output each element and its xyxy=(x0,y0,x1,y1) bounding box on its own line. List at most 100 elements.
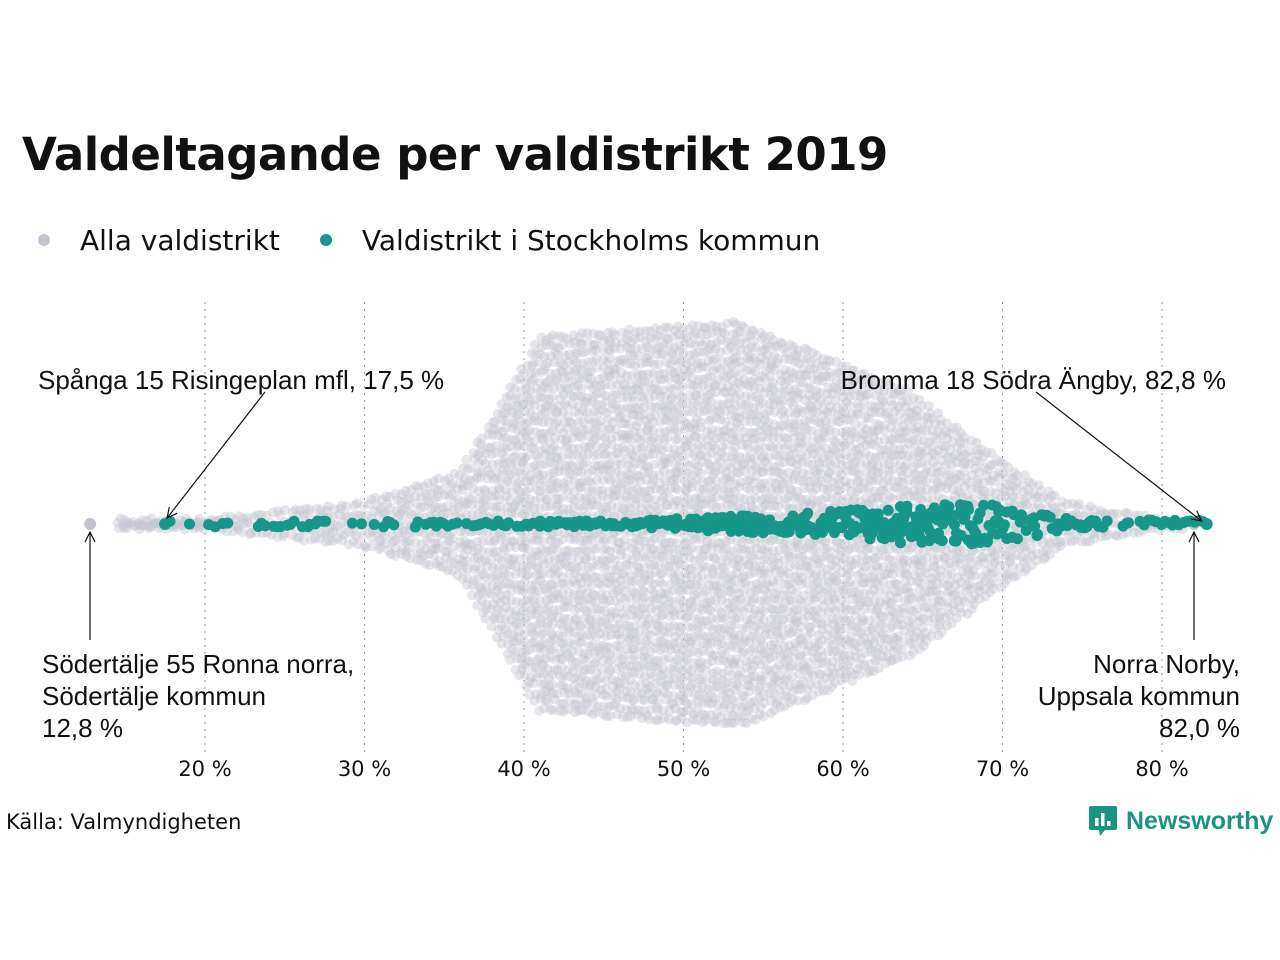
point-all-districts xyxy=(442,501,453,512)
point-all-districts xyxy=(335,503,346,514)
point-all-districts xyxy=(492,562,503,573)
point-all-districts xyxy=(525,385,536,396)
point-all-districts xyxy=(396,489,407,500)
point-all-districts xyxy=(523,435,534,446)
point-all-districts xyxy=(147,519,158,530)
point-all-districts xyxy=(468,484,479,495)
point-all-districts xyxy=(458,556,468,567)
point-all-districts xyxy=(521,655,532,666)
point-all-districts xyxy=(481,448,492,459)
point-all-districts xyxy=(527,360,538,371)
point-all-districts xyxy=(459,540,470,551)
point-all-districts xyxy=(328,536,339,547)
point-all-districts xyxy=(524,656,535,667)
point-all-districts xyxy=(500,614,511,625)
point-all-districts xyxy=(519,636,530,647)
point-all-districts xyxy=(462,464,473,475)
point-all-districts xyxy=(490,491,501,502)
point-all-districts xyxy=(500,595,511,606)
point-all-districts xyxy=(375,542,386,553)
point-all-districts xyxy=(128,516,139,527)
point-all-districts xyxy=(515,618,526,629)
point-all-districts xyxy=(509,384,520,394)
point-all-districts xyxy=(466,494,477,505)
point-all-districts xyxy=(505,605,515,616)
point-all-districts xyxy=(496,638,507,649)
point-all-districts xyxy=(531,394,542,405)
point-all-districts xyxy=(122,517,133,528)
point-all-districts xyxy=(416,539,427,550)
point-all-districts xyxy=(194,522,205,533)
point-all-districts xyxy=(503,629,513,639)
point-all-districts xyxy=(522,360,533,371)
point-all-districts xyxy=(519,466,530,477)
point-all-districts xyxy=(529,460,540,471)
point-all-districts xyxy=(521,500,532,511)
point-all-districts xyxy=(133,518,144,529)
legend: Alla valdistrikt Valdistrikt i Stockholm… xyxy=(38,220,860,260)
point-all-districts xyxy=(472,600,483,611)
point-all-districts xyxy=(454,554,465,565)
point-all-districts xyxy=(524,500,535,511)
point-all-districts xyxy=(352,498,362,509)
point-all-districts xyxy=(526,368,537,379)
point-all-districts xyxy=(517,640,528,651)
point-all-districts xyxy=(472,472,483,483)
point-all-districts xyxy=(458,496,469,507)
point-all-districts xyxy=(392,505,403,516)
point-all-districts xyxy=(491,571,502,582)
point-all-districts xyxy=(529,503,540,514)
point-all-districts xyxy=(695,468,706,479)
point-all-districts xyxy=(514,554,525,565)
point-all-districts xyxy=(511,374,522,385)
point-all-districts xyxy=(516,385,527,396)
point-all-districts xyxy=(404,500,415,511)
point-all-districts xyxy=(461,499,472,509)
point-all-districts xyxy=(459,527,470,538)
point-all-districts xyxy=(505,495,516,506)
point-all-districts xyxy=(515,432,526,443)
point-all-districts xyxy=(295,505,306,516)
point-all-districts xyxy=(495,508,506,519)
point-all-districts xyxy=(478,494,489,505)
point-all-districts xyxy=(525,376,536,387)
point-all-districts xyxy=(496,533,507,544)
point-all-districts xyxy=(175,515,186,526)
point-all-districts xyxy=(428,550,439,561)
point-all-districts xyxy=(520,377,531,388)
point-all-districts xyxy=(492,430,503,441)
point-all-districts xyxy=(357,530,368,541)
point-all-districts xyxy=(476,586,487,597)
point-all-districts xyxy=(415,555,426,566)
legend-dot-stockholm xyxy=(319,234,332,246)
point-all-districts xyxy=(476,555,487,566)
point-all-districts xyxy=(483,465,493,476)
point-all-districts xyxy=(470,561,481,572)
point-stockholm xyxy=(368,519,380,530)
point-all-districts xyxy=(416,491,427,502)
point-all-districts xyxy=(492,467,503,478)
point-all-districts xyxy=(478,503,489,514)
point-all-districts xyxy=(480,458,491,469)
point-all-districts xyxy=(507,486,517,497)
point-all-districts xyxy=(520,452,531,463)
point-all-districts xyxy=(519,660,529,671)
point-all-districts xyxy=(491,594,502,605)
point-all-districts xyxy=(480,502,491,513)
point-all-districts xyxy=(425,488,436,499)
point-all-districts xyxy=(473,485,484,496)
point-all-districts xyxy=(463,539,474,550)
point-all-districts xyxy=(517,597,528,608)
point-all-districts xyxy=(509,500,520,511)
point-all-districts xyxy=(348,536,359,547)
point-all-districts xyxy=(468,574,479,585)
point-all-districts xyxy=(524,399,535,410)
point-all-districts xyxy=(499,570,510,581)
point-all-districts xyxy=(314,533,325,544)
point-all-districts xyxy=(510,508,521,519)
point-all-districts xyxy=(306,534,317,545)
point-all-districts xyxy=(238,518,249,529)
point-all-districts xyxy=(287,507,298,518)
point-all-districts xyxy=(349,500,360,511)
point-all-districts xyxy=(517,457,528,468)
